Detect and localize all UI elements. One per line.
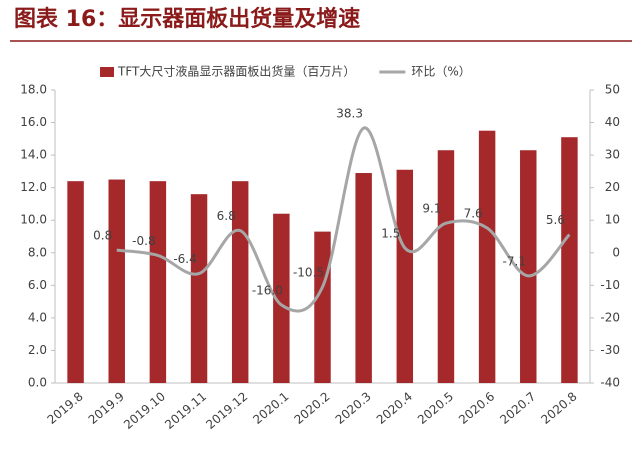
- data-label: -6.4: [173, 252, 196, 266]
- y-tick-label: 6.0: [28, 278, 47, 292]
- y-tick-label: 18.0: [20, 83, 47, 97]
- x-tick-label: 2020.2: [292, 389, 333, 427]
- y2-tick-label: 30: [605, 148, 620, 162]
- x-tick-label: 2019.11: [162, 389, 209, 432]
- x-tick-label: 2019.12: [203, 389, 250, 432]
- bar: [149, 181, 167, 383]
- x-tick-label: 2020.5: [415, 389, 456, 427]
- chart-title: 图表 16：显示器面板出货量及增速: [14, 6, 360, 32]
- bar: [396, 169, 414, 383]
- legend-label: 环比（%）: [411, 65, 470, 79]
- y2-tick-label: 40: [605, 115, 620, 129]
- bar: [314, 231, 331, 383]
- bar: [108, 179, 125, 383]
- y-tick-label: 16.0: [20, 115, 47, 129]
- legend-swatch: [100, 67, 114, 77]
- y2-tick-label: -40: [600, 376, 620, 390]
- bar: [437, 150, 455, 383]
- bar: [478, 130, 496, 383]
- y-tick-label: 4.0: [28, 310, 47, 324]
- data-label: 9.1: [422, 202, 441, 216]
- y-tick-label: 12.0: [20, 180, 47, 194]
- y-tick-label: 10.0: [20, 213, 47, 227]
- data-label: -7.1: [503, 254, 526, 268]
- data-label: -10.5: [293, 265, 324, 279]
- bar: [273, 213, 290, 383]
- line: [116, 126, 571, 313]
- data-label: 5.6: [546, 213, 565, 227]
- x-tick-label: 2020.4: [374, 389, 415, 427]
- y-tick-label: 14.0: [20, 148, 47, 162]
- x-tick-label: 2020.1: [250, 389, 291, 427]
- y2-tick-label: 0: [612, 245, 620, 259]
- bar: [67, 181, 84, 383]
- y2-tick-label: 20: [605, 180, 620, 194]
- data-label: 38.3: [336, 107, 363, 121]
- y2-tick-label: 10: [605, 213, 620, 227]
- data-label: 6.8: [217, 209, 236, 223]
- y-tick-label: 0.0: [28, 376, 47, 390]
- data-label: -16.0: [252, 283, 283, 297]
- x-tick-label: 2020.8: [538, 389, 579, 427]
- y2-tick-label: -10: [600, 278, 620, 292]
- x-tick-label: 2020.7: [497, 389, 538, 427]
- bar: [355, 173, 372, 383]
- bar: [520, 150, 537, 383]
- x-tick-label: 2019.10: [121, 389, 168, 432]
- x-tick-label: 2019.8: [45, 389, 86, 427]
- x-tick-label: 2020.3: [333, 389, 374, 427]
- y2-tick-label: -30: [600, 343, 620, 357]
- data-label: -0.8: [132, 234, 155, 248]
- y-tick-label: 8.0: [28, 245, 47, 259]
- legend-label: TFT大尺寸液晶显示器面板出货量（百万片）: [117, 64, 355, 79]
- y-tick-label: 2.0: [28, 343, 47, 357]
- data-label: 7.6: [464, 207, 483, 221]
- x-tick-label: 2020.6: [456, 389, 497, 427]
- y2-tick-label: -20: [600, 310, 620, 324]
- data-label: 1.5: [381, 226, 400, 240]
- data-label: 0.8: [93, 229, 112, 243]
- bar: [561, 137, 578, 383]
- bar: [190, 194, 208, 383]
- y2-tick-label: 50: [605, 83, 620, 97]
